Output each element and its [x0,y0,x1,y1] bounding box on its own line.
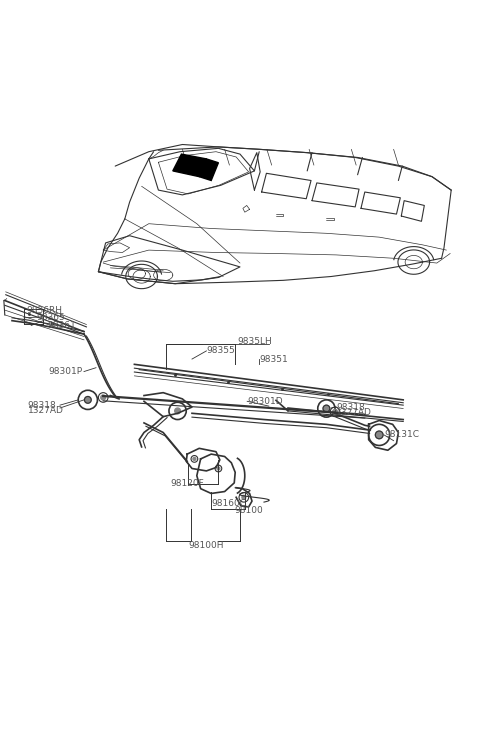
Text: 98318: 98318 [28,401,57,410]
Text: 98301D: 98301D [247,397,283,406]
Text: 9835LH: 9835LH [237,337,272,346]
Polygon shape [199,159,218,180]
Text: 98351: 98351 [259,355,288,364]
Text: 98365: 98365 [36,314,65,323]
Text: 98301P: 98301P [48,367,82,376]
Circle shape [175,408,180,413]
Text: 98100: 98100 [234,506,263,515]
Circle shape [323,405,330,412]
Text: 1327AD: 1327AD [336,408,372,417]
Circle shape [84,396,91,403]
Text: 98318: 98318 [336,402,365,411]
Text: 98160C: 98160C [211,498,246,507]
Circle shape [193,457,196,460]
Text: 9836RH: 9836RH [26,305,62,314]
Text: 98355: 98355 [206,346,235,355]
Text: 98131C: 98131C [384,431,419,440]
Text: 98100H: 98100H [189,541,224,550]
Circle shape [101,395,106,400]
Circle shape [333,410,337,414]
Circle shape [375,431,383,439]
Circle shape [217,467,220,470]
Circle shape [242,495,246,499]
Text: 98361: 98361 [47,321,76,330]
Text: 1327AD: 1327AD [28,407,64,416]
Text: 98120F: 98120F [170,479,204,489]
Polygon shape [173,154,206,177]
